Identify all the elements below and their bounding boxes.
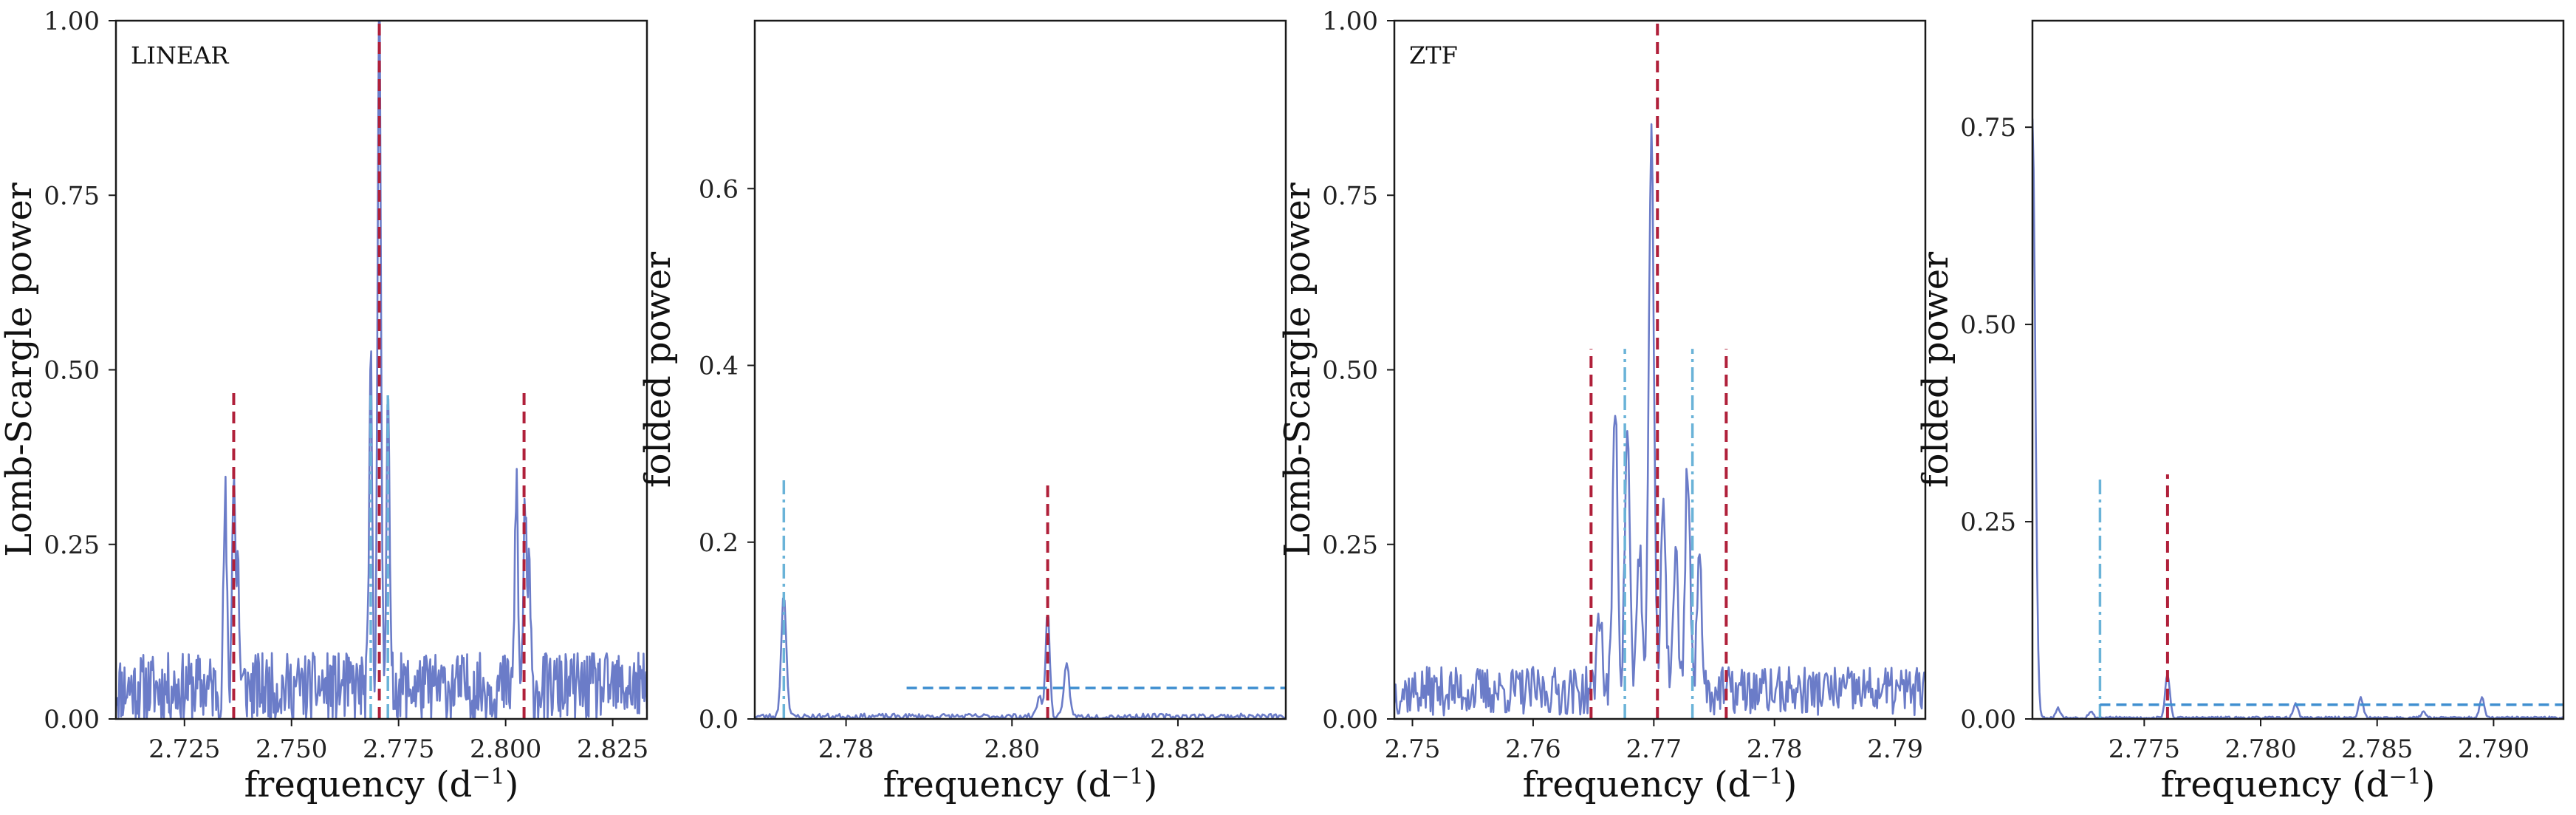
power-series-line [1394, 123, 1925, 717]
x-tick-label: 2.725 [148, 734, 220, 764]
x-tick-label: 2.750 [256, 734, 327, 764]
y-tick-label: 0.00 [1960, 705, 2016, 734]
x-tick-label: 2.79 [1867, 734, 1923, 764]
y-tick-label: 0.75 [44, 181, 100, 211]
power-series-line [2032, 118, 2563, 719]
x-tick-label: 2.785 [2341, 734, 2413, 764]
y-tick-label: 1.00 [44, 7, 100, 36]
x-tick-label: 2.780 [2224, 734, 2296, 764]
x-tick-label: 2.775 [2109, 734, 2180, 764]
panel-linear-periodogram: LINEAR 2.725 2.750 2.775 2.800 2.825 0.00 0.2… [0, 7, 648, 805]
y-tick-labels: 0.00 0.25 0.50 0.75 1.00 [1322, 7, 1394, 734]
marker-layer [232, 21, 526, 719]
y-tick-label: 0.00 [1322, 705, 1378, 734]
x-tick-label: 2.75 [1385, 734, 1441, 764]
y-axis-title: Lomb-Scargle power [1277, 183, 1318, 556]
x-axis-title-sup: −1 [2388, 764, 2421, 790]
y-axis-title: folded power [637, 252, 679, 488]
x-tick-label: 2.76 [1505, 734, 1561, 764]
x-tick-labels: 2.725 2.750 2.775 2.800 2.825 [148, 719, 648, 764]
y-tick-labels: 0.00 0.25 0.50 0.75 [1960, 113, 2032, 734]
x-axis-title-text: frequency (d [244, 764, 473, 805]
marker-layer [782, 480, 1286, 719]
x-tick-labels: 2.75 2.76 2.77 2.78 2.79 [1385, 719, 1923, 764]
y-tick-labels: 0.0 0.2 0.4 0.6 [699, 174, 755, 734]
x-axis-title-end: ) [1784, 764, 1798, 805]
y-tick-labels: 0.00 0.25 0.50 0.75 1.00 [44, 7, 116, 734]
x-axis-title-text: frequency (d [1523, 764, 1751, 805]
x-tick-label: 2.80 [984, 734, 1040, 764]
x-tick-label: 2.82 [1150, 734, 1206, 764]
x-axis-title-end: ) [1144, 764, 1158, 805]
x-tick-labels: 2.775 2.780 2.785 2.790 [2109, 719, 2529, 764]
x-tick-label: 2.790 [2458, 734, 2529, 764]
marker-layer [1589, 21, 1728, 719]
panel-linear-folded: 2.78 2.80 2.82 0.0 0.2 0.4 0.6 frequency (d−1… [637, 19, 1287, 806]
x-axis-title: frequency (d−1) [2161, 764, 2436, 806]
x-axis-title-sup: −1 [1111, 764, 1143, 790]
x-axis-title-end: ) [505, 764, 519, 805]
x-axis-title: frequency (d−1) [1523, 764, 1798, 806]
x-axis-title-end: ) [2422, 764, 2436, 805]
power-series-line [116, 21, 647, 719]
y-tick-label: 0.00 [44, 705, 100, 734]
series-layer [2032, 118, 2563, 719]
x-tick-label: 2.78 [818, 734, 874, 764]
x-axis-title: frequency (d−1) [244, 764, 519, 806]
y-tick-label: 0.75 [1322, 181, 1378, 211]
y-tick-label: 0.6 [699, 174, 739, 204]
panel-label: LINEAR [131, 41, 229, 69]
series-layer [1394, 123, 1925, 717]
y-tick-label: 0.50 [44, 356, 100, 386]
y-tick-label: 0.25 [1960, 508, 2016, 537]
x-tick-label: 2.775 [363, 734, 434, 764]
x-axis-title-text: frequency (d [2161, 764, 2389, 805]
y-tick-label: 0.2 [699, 528, 739, 558]
panel-ztf-periodogram: ZTF 2.75 2.76 2.77 2.78 2.79 0.00 0.25 0.50 0.7… [1277, 7, 1927, 806]
x-axis-title-sup: −1 [1750, 764, 1783, 790]
y-tick-label: 0.0 [699, 705, 739, 734]
x-tick-label: 2.800 [470, 734, 541, 764]
x-tick-label: 2.77 [1626, 734, 1682, 764]
y-tick-label: 0.75 [1960, 113, 2016, 143]
y-axis-title: folded power [1915, 252, 1956, 488]
y-tick-label: 0.25 [44, 531, 100, 560]
plot-frame [2031, 19, 2565, 720]
series-layer [755, 597, 1286, 719]
x-tick-label: 2.825 [577, 734, 648, 764]
x-axis-title: frequency (d−1) [883, 764, 1158, 806]
marker-layer [2098, 474, 2563, 719]
x-tick-labels: 2.78 2.80 2.82 [818, 719, 1206, 764]
y-tick-label: 0.50 [1322, 356, 1378, 386]
panel-ztf-folded: 2.775 2.780 2.785 2.790 0.00 0.25 0.50 0.75 fr… [1915, 19, 2565, 806]
x-axis-title-sup: −1 [472, 764, 504, 790]
y-tick-label: 0.25 [1322, 531, 1378, 560]
y-tick-label: 0.50 [1960, 310, 2016, 340]
y-axis-title: Lomb-Scargle power [0, 183, 40, 556]
y-tick-label: 0.4 [699, 352, 739, 381]
x-axis-title-text: frequency (d [883, 764, 1111, 805]
series-layer [116, 21, 647, 719]
plot-frame [753, 19, 1287, 720]
y-tick-label: 1.00 [1322, 7, 1378, 36]
power-series-line [755, 597, 1286, 719]
x-tick-label: 2.78 [1747, 734, 1803, 764]
panel-label: ZTF [1409, 41, 1458, 69]
